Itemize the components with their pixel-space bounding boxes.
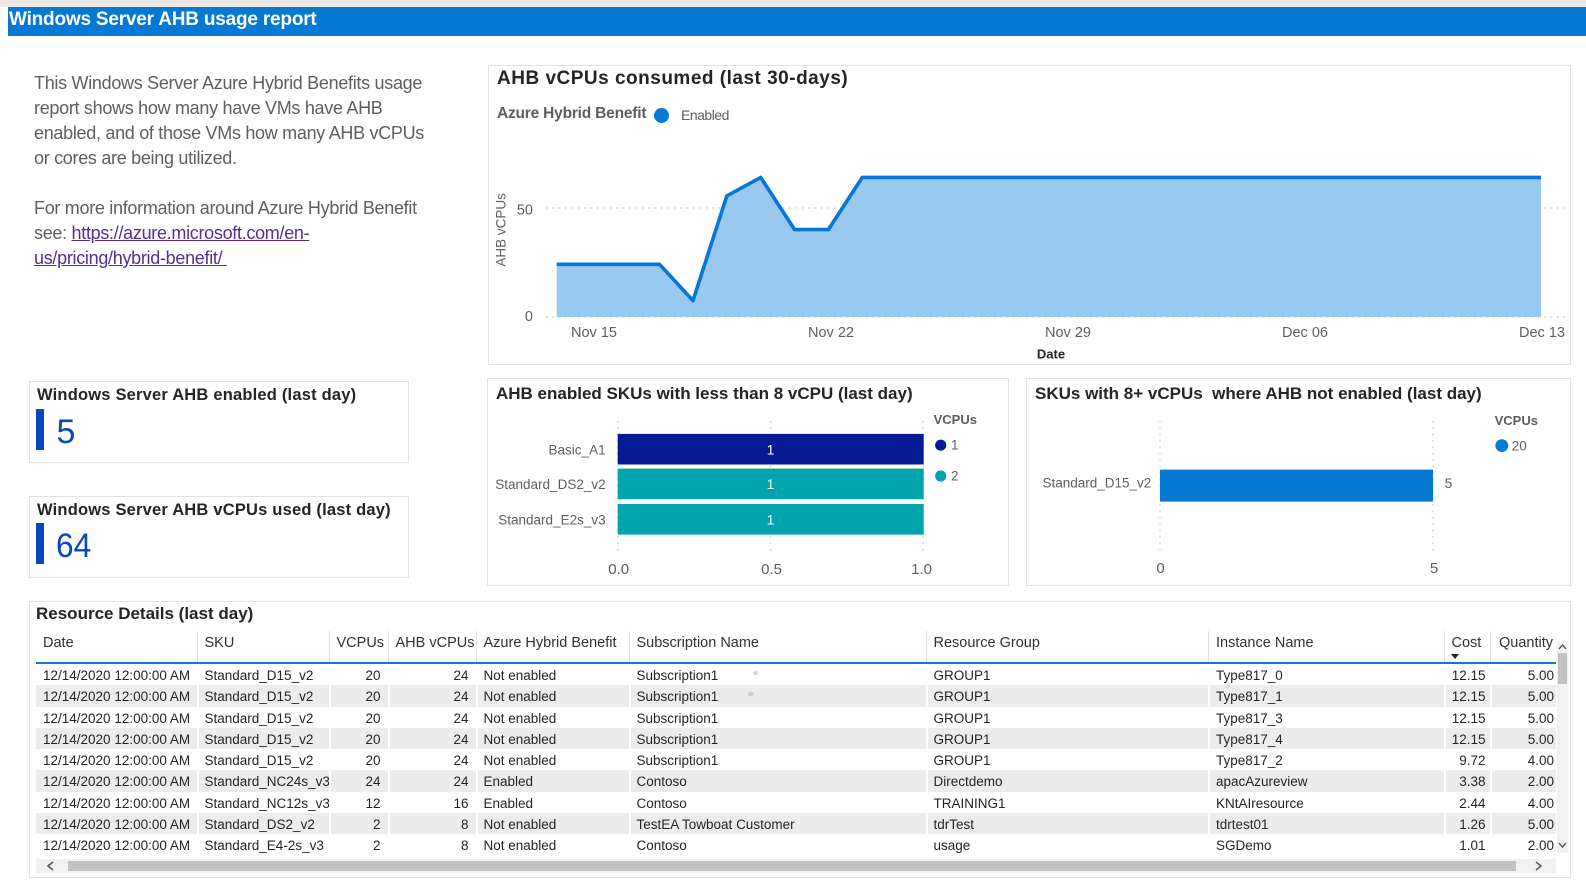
svg-text:0.0: 0.0: [608, 561, 629, 578]
svg-text:Basic_A1: Basic_A1: [549, 442, 606, 457]
svg-text:VCPUs: VCPUs: [934, 412, 977, 427]
svg-text:1: 1: [767, 476, 775, 492]
svg-text:Dec 13: Dec 13: [1519, 325, 1565, 341]
svg-text:1.0: 1.0: [911, 561, 932, 578]
svg-text:Standard_D15_v2: Standard_D15_v2: [1042, 475, 1151, 490]
svg-text:5: 5: [1430, 560, 1438, 577]
svg-text:5: 5: [1445, 476, 1453, 491]
svg-text:Date: Date: [1037, 347, 1065, 362]
svg-text:0: 0: [525, 309, 533, 325]
svg-text:20: 20: [1512, 439, 1527, 454]
svg-text:50: 50: [517, 203, 533, 219]
svg-text:Dec 06: Dec 06: [1282, 325, 1328, 341]
svg-text:Nov 15: Nov 15: [571, 325, 617, 341]
svg-text:AHB vCPUs: AHB vCPUs: [493, 193, 508, 267]
svg-text:Standard_DS2_v2: Standard_DS2_v2: [495, 477, 605, 492]
svg-text:1: 1: [767, 441, 775, 457]
svg-text:2: 2: [951, 469, 959, 484]
svg-text:0.5: 0.5: [761, 561, 782, 578]
svg-text:1: 1: [951, 438, 959, 453]
svg-text:0: 0: [1156, 560, 1164, 577]
svg-text:Nov 29: Nov 29: [1045, 325, 1091, 341]
svg-text:1: 1: [767, 511, 775, 527]
svg-text:VCPUs: VCPUs: [1495, 413, 1538, 428]
svg-text:Nov 22: Nov 22: [808, 325, 854, 341]
svg-text:Standard_E2s_v3: Standard_E2s_v3: [498, 513, 605, 528]
